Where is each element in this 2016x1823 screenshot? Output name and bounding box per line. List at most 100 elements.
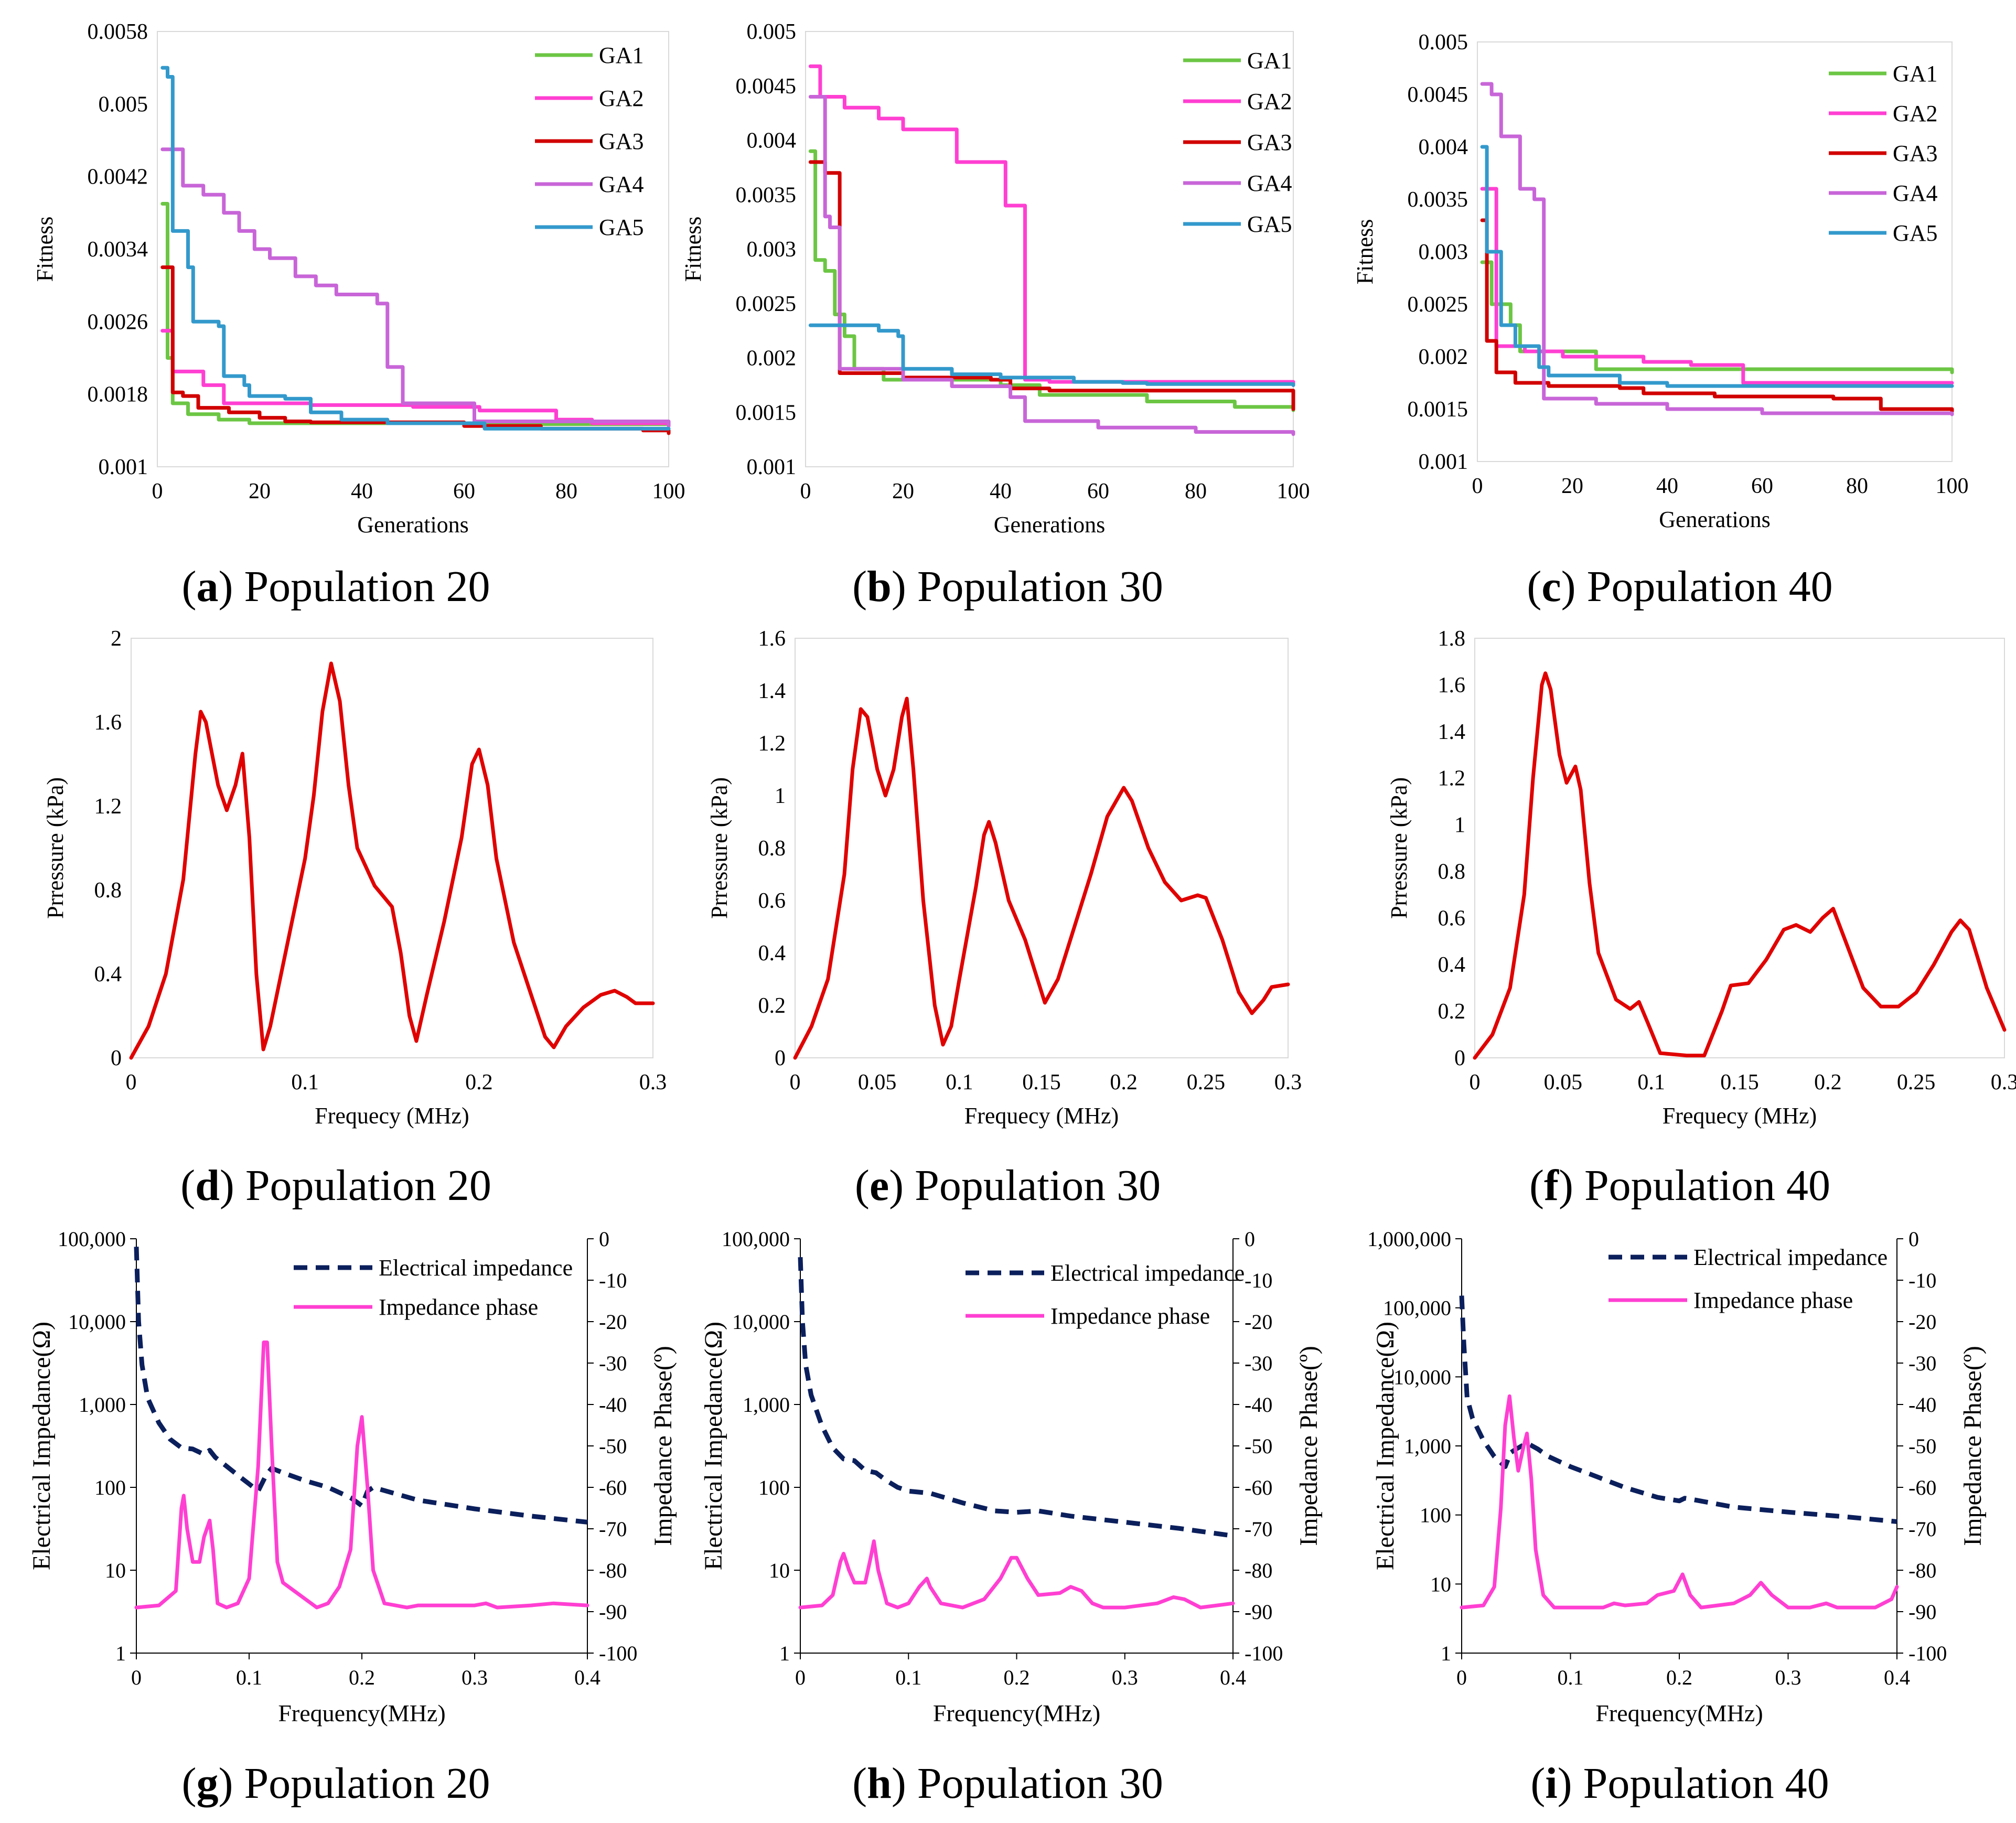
x-tick-label: 0 xyxy=(1470,1070,1481,1095)
caption-h: (h) Population 30 xyxy=(852,1759,1163,1808)
legend-label: GA5 xyxy=(1893,220,1938,246)
y-tick-label: 0.002 xyxy=(747,347,797,371)
y-tick-label: 1,000 xyxy=(743,1393,790,1417)
y2-tick-label: -70 xyxy=(1245,1517,1272,1541)
legend-label: GA3 xyxy=(1893,141,1938,166)
x-tick-label: 0.1 xyxy=(1637,1070,1665,1095)
x-tick-label: 0.1 xyxy=(236,1666,262,1689)
y-tick-label: 0.003 xyxy=(1419,240,1468,264)
x-tick-label: 0 xyxy=(126,1070,137,1095)
y-tick-label: 0.002 xyxy=(1419,345,1468,369)
series-line-ga2 xyxy=(1480,187,1954,385)
y-tick-label: 0.004 xyxy=(1419,135,1468,159)
y-tick-label: 2 xyxy=(111,627,122,651)
y-axis-label: Electrical Impedance(Ω) xyxy=(700,1322,727,1570)
y-tick-label: 0.0018 xyxy=(88,383,148,407)
y-tick-label: 0.0045 xyxy=(736,74,797,99)
y-tick-label: 0.004 xyxy=(747,129,797,153)
series-line-electrical-impedance xyxy=(134,1247,588,1525)
x-tick-label: 0.4 xyxy=(1220,1666,1246,1689)
legend-label: GA3 xyxy=(1247,130,1292,155)
series-line-ga5 xyxy=(160,66,671,431)
legend-label: Impedance phase xyxy=(1693,1288,1853,1313)
x-tick-label: 0.3 xyxy=(1991,1070,2016,1095)
caption-letter: b xyxy=(867,562,892,611)
y2-tick-label: -20 xyxy=(1908,1310,1936,1334)
series-line-electrical-impedance xyxy=(1459,1295,1897,1524)
y-tick-label: 0.0015 xyxy=(736,401,797,425)
x-axis-label: Frequecy (MHz) xyxy=(964,1103,1119,1129)
series-line-ga1 xyxy=(160,202,671,426)
series-line-ga4 xyxy=(160,147,671,428)
caption-g: (g) Population 20 xyxy=(181,1759,490,1808)
x-tick-label: 0 xyxy=(1456,1666,1467,1689)
y-tick-label: 0.0035 xyxy=(1408,188,1468,212)
x-axis-label: Frequency(MHz) xyxy=(1595,1700,1763,1727)
series-line-ga5 xyxy=(808,323,1295,387)
y-tick-label: 100 xyxy=(1420,1504,1451,1527)
x-tick-label: 0.05 xyxy=(858,1070,897,1095)
caption-e: (e) Population 30 xyxy=(854,1161,1161,1210)
y-tick-label: 0.6 xyxy=(1438,906,1466,930)
caption-letter: f xyxy=(1544,1161,1559,1210)
x-tick-label: 0.3 xyxy=(639,1070,667,1095)
legend-label: GA2 xyxy=(1893,101,1938,126)
caption-text: Population 20 xyxy=(244,1759,490,1808)
legend-label: GA2 xyxy=(1247,89,1292,114)
chart-panel-h: 0 0.1 0.2 0.3 0.4 1 10 100 1,000 10,000 100,000 0 -1… xyxy=(672,1223,1344,1823)
x-tick-label: 80 xyxy=(1846,474,1868,498)
x-tick-label: 40 xyxy=(990,479,1012,503)
impedance-chart-population-30: 0 0.1 0.2 0.3 0.4 1 10 100 1,000 10,000 100,000 0 -1… xyxy=(700,1227,1323,1727)
y-axis-label: Prressure (kPa) xyxy=(1386,777,1412,919)
series-line-ga3 xyxy=(1480,218,1954,413)
x-tick-label: 0.1 xyxy=(946,1070,973,1095)
y-tick-label: 10 xyxy=(769,1559,790,1582)
y-tick-label: 0 xyxy=(111,1046,122,1070)
x-tick-label: 40 xyxy=(351,479,373,503)
x-tick-label: 0.2 xyxy=(1110,1070,1138,1095)
x-tick-label: 0.2 xyxy=(1666,1666,1692,1689)
y-tick-label: 0.001 xyxy=(99,455,148,479)
series-line-ga3 xyxy=(808,160,1295,411)
x-tick-label: 0.3 xyxy=(1112,1666,1138,1689)
series-line-ga1 xyxy=(1480,260,1954,374)
y2-axis-label: Impedance Phase(º) xyxy=(1295,1346,1323,1546)
y-tick-label: 100 xyxy=(94,1476,126,1499)
x-axis-label: Generations xyxy=(357,512,469,538)
chart-panel-g: 0 0.1 0.2 0.3 0.4 1 10 100 1,000 10,000 100,000 0 -1… xyxy=(0,1223,677,1823)
chart-panel-a: 0 20 40 60 80 100 0.001 0.0018 0.0026 0.0034 0.004… xyxy=(0,0,685,620)
chart-panel-i: 0 0.1 0.2 0.3 0.4 1 10 100 1,000 10,000 100,000 1,0… xyxy=(1344,1223,2016,1823)
y2-tick-label: -30 xyxy=(1908,1352,1936,1375)
chart-panel-e: 0 0.05 0.1 0.15 0.2 0.25 0.3 0 0.2 0.4 0.6 0.8 1 1.2 1… xyxy=(672,620,1344,1223)
caption-text: Population 30 xyxy=(915,1161,1161,1210)
x-tick-label: 0 xyxy=(131,1666,142,1689)
caption-letter: i xyxy=(1545,1759,1558,1808)
x-tick-label: 0.3 xyxy=(1274,1070,1302,1095)
y2-tick-label: -90 xyxy=(1908,1600,1936,1624)
fitness-chart-population-20: 0 20 40 60 80 100 0.001 0.0018 0.0026 0.0034 0.004… xyxy=(32,20,685,538)
y-tick-label: 1.2 xyxy=(94,795,122,819)
caption-text: Population 40 xyxy=(1583,1759,1829,1808)
x-axis-label: Frequecy (MHz) xyxy=(315,1103,469,1129)
x-tick-label: 40 xyxy=(1656,474,1678,498)
x-tick-label: 60 xyxy=(453,479,475,503)
caption-c: (c) Population 40 xyxy=(1527,562,1833,611)
plot-frame xyxy=(1477,41,1953,462)
series-line-pressure xyxy=(793,696,1290,1060)
y2-tick-label: -30 xyxy=(1245,1352,1272,1375)
x-tick-label: 0 xyxy=(795,1666,806,1689)
x-tick-label: 0 xyxy=(800,479,811,503)
caption-letter: e xyxy=(869,1161,889,1210)
y-axis-label: Fitness xyxy=(1352,219,1378,285)
y2-tick-label: -70 xyxy=(599,1517,627,1541)
x-tick-label: 0.05 xyxy=(1544,1070,1583,1095)
x-tick-label: 20 xyxy=(892,479,914,503)
y-tick-label: 1.2 xyxy=(1438,767,1466,791)
x-axis-label: Generations xyxy=(994,512,1106,538)
y2-tick-label: -10 xyxy=(1908,1269,1936,1292)
x-tick-label: 0.15 xyxy=(1022,1070,1061,1095)
y-axis-label: Prressure (kPa) xyxy=(42,777,68,919)
y-tick-label: 0.001 xyxy=(1419,450,1468,474)
x-tick-label: 100 xyxy=(652,479,685,503)
y-tick-label: 0.005 xyxy=(1419,30,1468,55)
